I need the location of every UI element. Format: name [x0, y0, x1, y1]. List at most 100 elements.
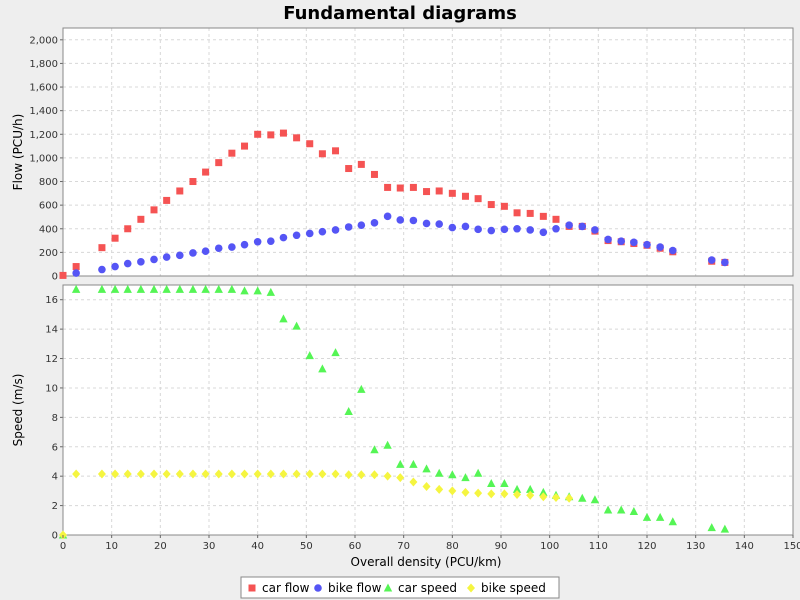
bike-flow-point [98, 265, 106, 274]
car-flow-legend-marker [248, 584, 256, 592]
car-flow-point [396, 184, 404, 192]
car-speed-point [629, 506, 639, 515]
bike-speed-point [487, 489, 496, 499]
car-flow-point [98, 244, 106, 252]
plot-area [63, 28, 793, 276]
car-speed-point [188, 284, 198, 293]
bike-flow-point [240, 240, 249, 249]
bike-flow-point [500, 225, 509, 234]
bike-flow-point [721, 258, 729, 267]
x-tick-label: 70 [397, 541, 410, 552]
y-tick-label: 8 [52, 413, 58, 424]
car-flow-point [150, 206, 158, 214]
car-flow-point [461, 192, 469, 200]
bike-speed-point [474, 488, 483, 498]
x-tick-label: 100 [540, 541, 559, 552]
bike-flow-point [668, 246, 677, 255]
car-speed-point [500, 479, 509, 488]
car-speed-point [396, 459, 405, 468]
car-speed-point [318, 364, 327, 373]
bike-flow-point [176, 251, 184, 260]
bike-flow-point [111, 262, 119, 271]
bike-speed-point [396, 473, 405, 483]
car-speed-point [707, 523, 716, 532]
bike-speed-point [448, 486, 457, 496]
bike-flow-point [214, 244, 223, 253]
car-speed-point [175, 284, 184, 293]
bike-speed-point [383, 471, 392, 481]
bike-speed-series [59, 469, 574, 540]
legend-label: bike flow [328, 581, 382, 595]
car-flow-point [332, 147, 340, 155]
bike-speed-point [513, 490, 522, 500]
bike-flow-point [604, 235, 612, 244]
car-speed-point [331, 348, 340, 357]
car-flow-point [357, 160, 365, 168]
car-speed-point [162, 284, 171, 293]
bike-flow-point [435, 220, 443, 228]
speed-panel: 0 2 4 6 8 10 12 14 16 Speed (m/s) 0 10 20 30 40 50 60 70 8… [11, 284, 800, 552]
car-flow-point [423, 188, 431, 196]
bike-speed-point [136, 469, 145, 479]
car-speed-point [578, 493, 587, 502]
car-speed-point [97, 284, 107, 293]
bike-speed-point [422, 481, 431, 491]
car-flow-point [59, 271, 67, 279]
y-tick-label: 600 [39, 201, 58, 212]
car-speed-legend-marker [383, 583, 393, 592]
bike-flow-point [487, 226, 496, 235]
car-speed-point [279, 314, 288, 323]
car-speed-point [434, 468, 444, 477]
car-flow-point [539, 212, 547, 220]
x-tick-label: 20 [154, 541, 167, 552]
car-speed-point [461, 473, 470, 482]
bike-flow-point [409, 216, 418, 225]
car-speed-point [422, 464, 431, 473]
y-tick-label: 0 [52, 531, 58, 542]
car-speed-point [344, 406, 353, 415]
car-flow-point [215, 159, 223, 167]
bike-flow-point [72, 269, 80, 277]
car-speed-point [668, 517, 677, 526]
bike-flow-point [513, 224, 521, 233]
car-speed-point [473, 468, 483, 477]
flow-panel: 0 200 400 600 800 1,000 1,200 1,400 1,600 1,800 2,… [11, 27, 794, 283]
car-flow-point [552, 215, 560, 223]
bike-flow-legend-marker [314, 584, 322, 592]
bike-flow-point [318, 227, 327, 236]
bike-speed-point [175, 469, 184, 479]
car-flow-point [487, 201, 495, 209]
car-flow-point [241, 142, 249, 150]
car-flow-point [124, 225, 132, 233]
bike-speed-point [201, 469, 210, 479]
car-flow-point [137, 215, 145, 223]
bike-speed-point [227, 469, 236, 479]
bike-speed-point [214, 469, 223, 479]
car-speed-point [642, 512, 652, 521]
bike-speed-point [111, 469, 120, 479]
bike-speed-point [344, 470, 353, 480]
x-tick-label: 80 [446, 541, 459, 552]
car-flow-point [279, 129, 287, 137]
bike-speed-point [370, 470, 379, 480]
y-tick-label: 12 [45, 354, 58, 365]
legend: car flow bike flow car speed bike speed [240, 576, 560, 599]
x-tick-label: 120 [637, 541, 656, 552]
bike-flow-point [565, 221, 573, 230]
car-speed-point [617, 505, 626, 514]
legend-label: car flow [262, 581, 310, 595]
car-flow-point [163, 196, 171, 204]
x-tick-label: 40 [251, 541, 264, 552]
x-tick-label: 130 [686, 541, 705, 552]
x-tick-label: 50 [300, 541, 313, 552]
bike-flow-point [253, 237, 262, 246]
car-speed-point [266, 287, 276, 296]
bike-flow-point [137, 258, 145, 266]
bike-flow-point [357, 221, 366, 230]
bike-speed-point [539, 492, 548, 502]
bike-flow-point [552, 224, 560, 233]
x-tick-label: 150 [783, 541, 800, 552]
bike-speed-legend-marker [467, 583, 475, 593]
car-speed-point [136, 284, 146, 293]
